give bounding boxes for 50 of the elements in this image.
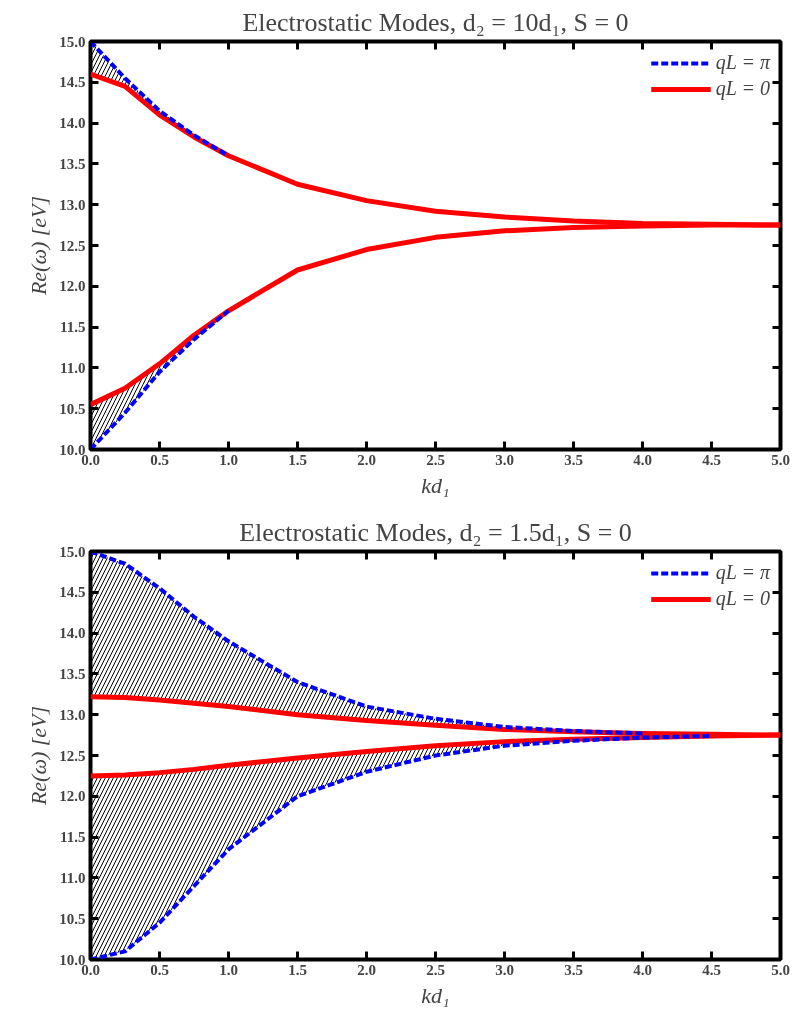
x-tick-label: 0.5 — [150, 961, 169, 978]
y-tick-label: 13.0 — [59, 706, 86, 723]
x-tick-label: 1.0 — [219, 961, 238, 978]
x-axis-title: kd₁ — [421, 472, 450, 498]
y-tick-label: 11.0 — [60, 869, 86, 886]
x-tick-label: 1.5 — [288, 961, 307, 978]
x-tick-label: 3.5 — [564, 961, 583, 978]
x-axis-title: kd₁ — [421, 982, 450, 1008]
chart-title: Electrostatic Modes, d₂ = 1.5d₁, S = 0 — [239, 517, 632, 547]
x-tick-label: 3.0 — [495, 451, 514, 468]
x-tick-label: 4.0 — [633, 451, 652, 468]
y-tick-label: 13.0 — [59, 196, 86, 213]
y-tick-label: 10.5 — [59, 400, 86, 417]
x-tick-label: 1.5 — [288, 451, 307, 468]
y-tick-label: 11.5 — [60, 829, 86, 846]
x-tick-label: 2.0 — [357, 961, 376, 978]
y-tick-label: 10.5 — [59, 910, 86, 927]
y-tick-label: 13.5 — [59, 665, 86, 682]
x-tick-label: 2.0 — [357, 451, 376, 468]
y-tick-label: 13.5 — [59, 155, 86, 172]
x-tick-label: 3.5 — [564, 451, 583, 468]
y-tick-label: 12.5 — [59, 747, 86, 764]
x-tick-label: 4.0 — [633, 961, 652, 978]
y-tick-label: 14.0 — [59, 115, 86, 132]
y-tick-label: 15.0 — [59, 33, 86, 50]
y-tick-label: 12.0 — [59, 788, 86, 805]
legend-label: qL = π — [715, 561, 770, 584]
y-tick-label: 14.5 — [59, 74, 86, 91]
y-tick-label: 11.5 — [60, 319, 86, 336]
legend-label: qL = 0 — [715, 587, 770, 610]
x-tick-label: 0.5 — [150, 451, 169, 468]
y-tick-label: 12.0 — [59, 278, 86, 295]
x-tick-label: 4.5 — [702, 961, 721, 978]
y-axis-title: Re(ω) [eV] — [26, 705, 52, 807]
y-tick-label: 15.0 — [59, 543, 86, 560]
y-axis-title: Re(ω) [eV] — [26, 195, 52, 297]
x-tick-label: 1.0 — [219, 451, 238, 468]
x-tick-label: 4.5 — [702, 451, 721, 468]
legend-label: qL = 0 — [715, 77, 770, 100]
legend-label: qL = π — [715, 51, 770, 74]
x-tick-label: 5.0 — [771, 961, 790, 978]
x-tick-label: 3.0 — [495, 961, 514, 978]
y-tick-label: 14.0 — [59, 625, 86, 642]
x-tick-label: 2.5 — [426, 451, 445, 468]
x-tick-label: 5.0 — [771, 451, 790, 468]
y-tick-label: 11.0 — [60, 359, 86, 376]
y-tick-label: 14.5 — [59, 584, 86, 601]
chart-title: Electrostatic Modes, d₂ = 10d₁, S = 0 — [242, 7, 629, 37]
x-tick-label: 2.5 — [426, 961, 445, 978]
y-tick-label: 12.5 — [59, 237, 86, 254]
